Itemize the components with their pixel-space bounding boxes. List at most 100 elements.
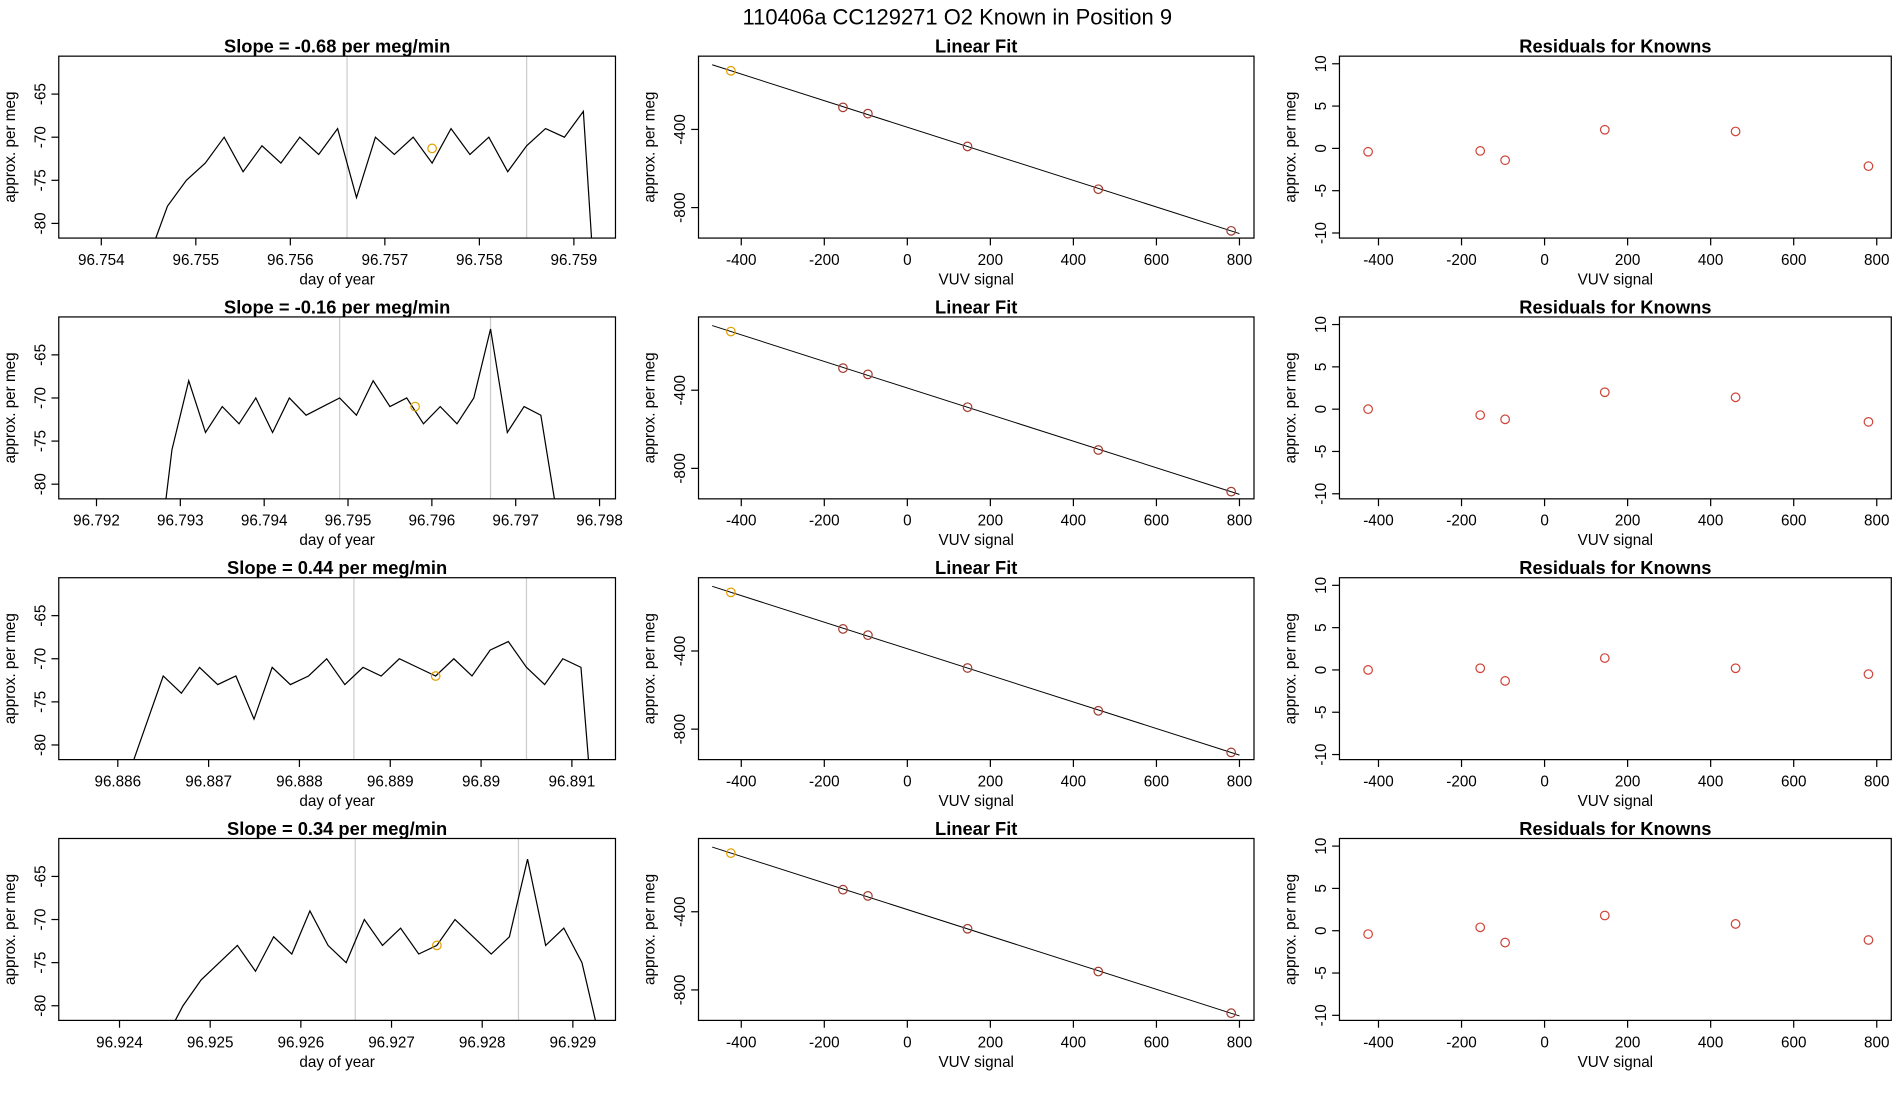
x-tick-label: 200 [1615,513,1640,530]
y-tick-label: -70 [32,648,49,670]
y-axis-label: approx. per meg [1283,613,1300,724]
panel: Linear Fit -400 -200 0 200 400 600 800 -800 -400 V… [642,818,1255,1071]
panel: Slope = 0.34 per meg/min 96.924 96.925 96.9… [2,818,617,1071]
y-tick-label: 10 [1313,316,1330,333]
x-tick-label: -400 [1363,252,1394,269]
x-axis-label: VUV signal [939,793,1014,810]
x-tick-label: 96.794 [241,513,288,530]
panel: Residuals for Knowns -400 -200 0 200 400 600 80… [1283,557,1892,810]
x-tick-label: -400 [726,252,757,269]
panel: Linear Fit -400 -200 0 200 400 600 800 -800 -400 V… [642,557,1255,810]
y-axis-label: approx. per meg [2,352,19,463]
point [863,630,873,641]
x-tick-label: 96.888 [276,773,323,790]
panel-title: Residuals for Knowns [1519,557,1711,578]
plot-area [1363,387,1874,427]
x-tick-label: 400 [1061,1034,1086,1051]
x-tick-label: 200 [1615,1034,1640,1051]
y-tick-label: -10 [1313,744,1330,766]
point [1863,935,1874,945]
point [1093,966,1104,977]
data-line [133,640,590,760]
x-tick-label: 800 [1227,252,1252,269]
point [1093,705,1104,716]
x-tick-label: 96.929 [550,1034,597,1051]
y-tick-label: -65 [32,344,49,366]
point [1475,922,1486,933]
plot-frame [1338,577,1892,761]
x-tick-label: 96.89 [462,773,500,790]
fit-line [712,585,1240,756]
plot-frame [697,55,1255,239]
plot-area [165,316,556,499]
x-tick-label: 400 [1698,773,1723,790]
point [863,108,873,119]
y-tick-label: -80 [32,734,49,756]
panel: Slope = -0.16 per meg/min 96.792 96.793 96.… [2,296,623,549]
plot-area [712,64,1240,236]
x-tick-label: 400 [1698,1034,1723,1051]
point [962,141,973,152]
x-tick-label: 200 [978,1034,1003,1051]
point [1599,910,1610,921]
plot-area [1363,910,1874,948]
y-tick-label: -10 [1313,483,1330,505]
panel: Residuals for Knowns -400 -200 0 200 400 600 80… [1283,296,1892,549]
y-tick-label: -10 [1313,222,1330,244]
x-tick-label: 96.756 [267,252,314,269]
point [1599,124,1610,135]
plot-area [155,56,593,239]
x-tick-label: 0 [903,773,911,790]
x-tick-label: -200 [1446,252,1477,269]
y-tick-label: -5 [1313,184,1330,198]
point [1730,126,1741,137]
x-tick-label: 600 [1781,773,1806,790]
point [1475,146,1486,156]
x-tick-label: 96.928 [459,1034,506,1051]
point [1226,225,1237,236]
panel-title: Slope = -0.16 per meg/min [224,296,450,317]
y-axis-label: approx. per meg [642,613,659,724]
y-axis-label: approx. per meg [2,92,19,203]
y-tick-label: -65 [32,605,49,627]
point [838,363,848,374]
point [1093,184,1104,195]
x-tick-label: 400 [1061,252,1086,269]
x-tick-label: 200 [1615,773,1640,790]
x-tick-label: 400 [1698,252,1723,269]
x-axis-label: day of year [299,793,374,810]
x-tick-label: 0 [1540,773,1548,790]
y-tick-label: -70 [32,126,49,148]
x-axis-label: VUV signal [1578,271,1653,288]
x-tick-label: 200 [978,773,1003,790]
y-tick-label: -75 [32,430,49,452]
plot-frame [58,55,617,239]
highlight-point [410,401,420,412]
x-tick-label: 96.925 [187,1034,234,1051]
x-tick-label: 96.927 [368,1034,415,1051]
point [1863,161,1874,172]
x-tick-label: 96.755 [172,252,219,269]
x-tick-label: -400 [1363,513,1394,530]
point [1730,919,1741,929]
x-tick-label: -200 [809,773,840,790]
x-tick-label: 0 [1540,252,1548,269]
panel: Slope = 0.44 per meg/min 96.886 96.887 96.8… [2,557,617,810]
point [838,624,848,634]
y-axis-label: approx. per meg [2,613,19,724]
x-tick-label: 600 [1144,513,1169,530]
point [1363,665,1373,675]
y-tick-label: 5 [1313,623,1330,631]
panel: Linear Fit -400 -200 0 200 400 600 800 -800 -400 V… [642,296,1255,549]
y-axis-label: approx. per meg [642,352,659,463]
y-axis-label: approx. per meg [642,92,659,203]
y-tick-label: -400 [672,375,689,406]
panel-title: Residuals for Knowns [1519,35,1711,56]
point [1475,410,1486,420]
plot-frame [697,577,1255,761]
x-tick-label: -200 [809,252,840,269]
x-tick-label: 200 [978,513,1003,530]
plot-frame [1338,55,1892,239]
